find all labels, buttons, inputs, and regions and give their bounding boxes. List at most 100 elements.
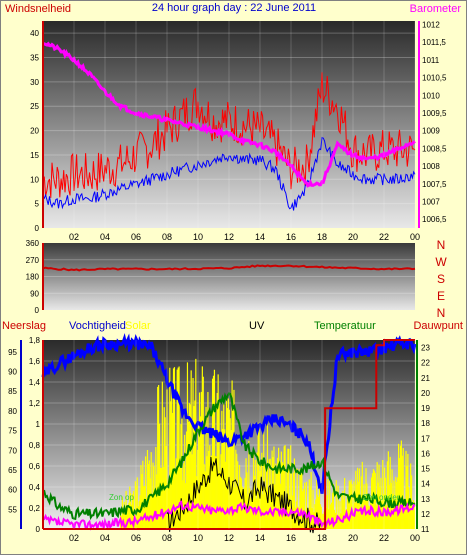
x-tick-label: 14 [255,533,265,543]
x-tick-label: 18 [317,533,327,543]
y-tick-label: 0,2 [29,504,41,513]
y-tick-label: 80 [8,407,17,416]
wind-barometer-chart: 02 04 06 08 10 12 14 16 18 20 22 000510152025303540… [5,2,461,242]
y-tick-label: 1010 [422,91,440,100]
y-tick-label: 85 [8,387,17,396]
wind-direction-line [42,264,416,272]
x-tick-label: 16 [286,533,296,543]
y-tick-label: 35 [30,54,39,63]
x-tick-label: 02 [69,232,79,242]
x-tick-label: 04 [100,232,110,242]
compass-letter: E [437,289,445,303]
page-title: 24 hour graph day : 22 June 2011 [152,2,316,14]
y-tick-label: 1008,5 [422,144,447,153]
y-tick-label: 19 [421,404,430,413]
wind-gust-line [42,72,416,198]
dewpoint-label: Dauwpunt [413,320,463,332]
y-tick-label: 1009,5 [422,109,447,118]
y-tick-label: 13 [421,495,430,504]
x-tick-label: 00 [410,232,420,242]
y-tick-label: 14 [421,480,430,489]
wind-axis-label: Windsnelheid [5,3,71,15]
compass-letter: N [437,238,446,252]
temperature-line [42,392,416,521]
sunrise-annotation: Zon op [109,493,134,502]
wind-average-line [42,136,416,211]
y-tick-label: 0 [35,224,40,233]
y-tick-label: 55 [8,505,17,514]
humidity-label: Vochtigheid [69,320,126,332]
y-tick-label: 0 [36,525,41,534]
y-tick-label: 1007,5 [422,180,447,189]
uv-label: UV [249,320,265,332]
y-tick-label: 75 [8,427,17,436]
y-tick-label: 12 [421,510,430,519]
x-tick-label: 08 [162,533,172,543]
rain-humidity-temp-chart: 02 04 06 08 10 12 14 16 18 20 22 0000,20,40,60,811,… [2,320,463,543]
y-tick-label: 0,4 [29,483,41,492]
x-tick-label: 10 [193,232,203,242]
x-tick-label: 22 [379,533,389,543]
y-tick-label: 20 [30,127,39,136]
y-tick-label: 22 [421,359,430,368]
y-tick-label: 11 [421,525,430,534]
barometer-line [42,41,416,188]
y-tick-label: 25 [30,102,39,111]
dewpoint-line [42,500,416,531]
x-tick-label: 02 [69,533,79,543]
y-tick-label: 30 [30,78,39,87]
y-tick-label: 1008 [422,162,440,171]
x-tick-label: 12 [224,232,234,242]
y-tick-label: 60 [8,486,17,495]
direction-tick-label: 90 [30,289,39,298]
direction-tick-label: 360 [26,239,40,248]
direction-plot-area [43,243,415,310]
compass-letter: S [437,272,445,286]
y-tick-label: 23 [421,344,430,353]
x-tick-label: 12 [224,533,234,543]
y-tick-label: 10 [30,175,39,184]
x-tick-label: 06 [131,533,141,543]
rain-line [43,339,415,530]
compass-letter: W [435,255,447,269]
humidity-line [41,332,417,494]
y-tick-label: 21 [421,374,430,383]
x-tick-label: 20 [348,533,358,543]
sunset-annotation: Zon onder [363,493,400,502]
y-tick-label: 1,4 [29,378,41,387]
y-tick-label: 1007 [422,197,440,206]
y-tick-label: 1,6 [29,357,41,366]
compass-letter: N [437,306,446,320]
direction-tick-label: 180 [26,273,40,282]
y-tick-label: 15 [421,465,430,474]
y-tick-label: 1012 [422,21,440,30]
y-tick-label: 40 [30,29,39,38]
y-tick-label: 65 [8,466,17,475]
y-tick-label: 17 [421,434,430,443]
y-tick-label: 90 [8,368,17,377]
y-tick-label: 5 [35,200,40,209]
y-tick-label: 16 [421,449,430,458]
y-tick-label: 18 [421,419,430,428]
x-tick-label: 16 [286,232,296,242]
y-tick-label: 1011 [422,56,440,65]
y-tick-label: 15 [30,151,39,160]
direction-tick-label: 270 [26,256,40,265]
rain-label: Neerslag [2,320,46,332]
x-tick-label: 20 [348,232,358,242]
y-tick-label: 1 [36,420,41,429]
barometer-axis-label: Barometer [410,3,462,15]
y-tick-label: 0,8 [29,441,41,450]
x-tick-label: 14 [255,232,265,242]
x-tick-label: 10 [193,533,203,543]
y-tick-label: 0,6 [29,462,41,471]
x-tick-label: 04 [100,533,110,543]
x-tick-label: 00 [410,533,420,543]
y-tick-label: 1,8 [29,336,41,345]
solar-label: Solar [125,320,151,332]
y-tick-label: 95 [8,348,17,357]
temperature-label: Temperatuur [314,320,376,332]
